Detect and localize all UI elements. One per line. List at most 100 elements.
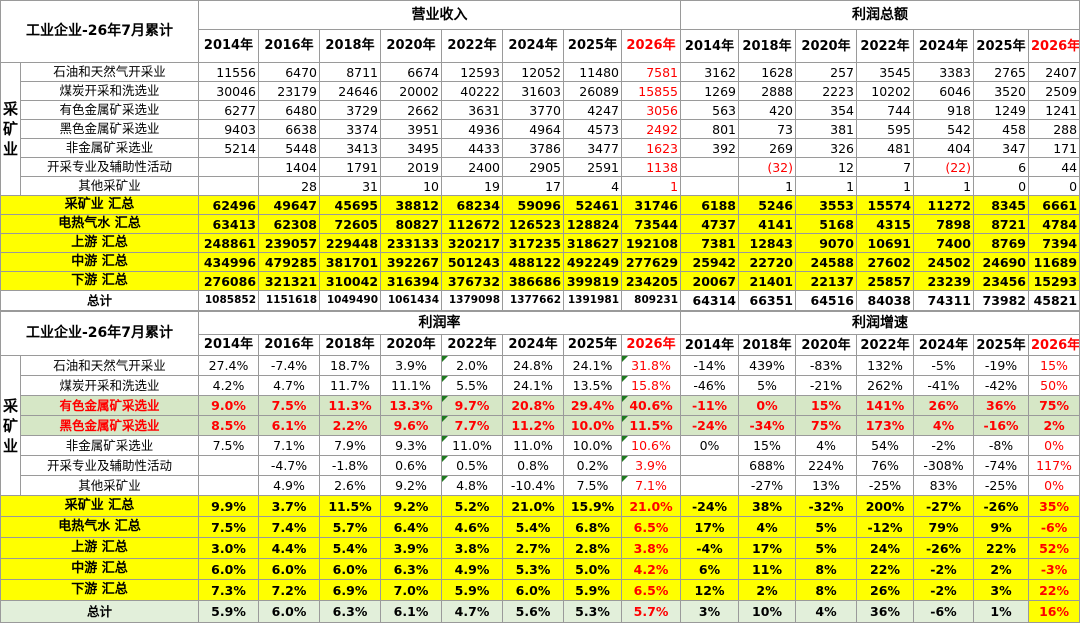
rev-cell: 1404 — [258, 157, 321, 177]
rev-cell: 2019 — [380, 157, 443, 177]
rev-summary-cell: 112672 — [441, 214, 504, 234]
profit-cell: 0 — [973, 176, 1030, 196]
growth-cell: -8% — [973, 435, 1030, 456]
growth-summary-cell: 8% — [795, 558, 858, 580]
rev-summary-cell: 68234 — [441, 195, 504, 215]
margin-summary-cell: 7.2% — [258, 579, 321, 601]
rev-summary-cell: 376732 — [441, 271, 504, 291]
sector-side-label: 采矿业 — [0, 62, 21, 196]
profit-summary-cell: 7400 — [913, 233, 975, 253]
rev-summary-cell: 320217 — [441, 233, 504, 253]
growth-summary-cell: 8% — [795, 579, 858, 601]
profit-cell: 1 — [795, 176, 858, 196]
rev-summary-cell: 192108 — [621, 233, 682, 253]
rev-total-cell: 1061434 — [380, 290, 443, 311]
growth-cell: -27% — [738, 475, 797, 496]
profit-summary-cell: 24690 — [973, 252, 1030, 272]
margin-cell: 11.0% — [441, 435, 504, 456]
growth-cell: -24% — [680, 415, 740, 436]
rev-summary-cell: 52461 — [563, 195, 623, 215]
growth-summary-cell: 17% — [680, 516, 740, 538]
profit-cell: 6 — [973, 157, 1030, 177]
row-label: 黑色金属矿采选业 — [19, 119, 200, 139]
rev-cell: 6674 — [380, 62, 443, 82]
growth-cell: 0% — [1028, 435, 1080, 456]
growth-cell: -25% — [856, 475, 915, 496]
growth-cell: 75% — [1028, 395, 1080, 416]
rev-cell: 4433 — [441, 138, 504, 158]
rev-cell: 4 — [563, 176, 623, 196]
row-label: 非金属矿采选业 — [19, 138, 200, 158]
profit-year-header: 2024年 — [913, 29, 975, 63]
rev-summary-cell: 49647 — [258, 195, 321, 215]
profit-cell: 2888 — [738, 81, 797, 101]
total-label: 总计 — [0, 600, 200, 623]
profit-cell: 801 — [680, 119, 740, 139]
growth-summary-cell: 200% — [856, 495, 915, 517]
margin-cell: -4.7% — [258, 455, 321, 476]
rev-total-cell: 1377662 — [502, 290, 565, 311]
rev-summary-cell: 381701 — [319, 252, 382, 272]
margin-summary-cell: 4.2% — [621, 558, 682, 580]
rev-cell: 3056 — [621, 100, 682, 120]
summary-row: 采矿业 汇总 62496 49647 45695 38812 68234 59096 5246… — [0, 195, 1080, 215]
rev-summary-cell: 239057 — [258, 233, 321, 253]
margin-summary-cell: 6.5% — [621, 579, 682, 601]
margin-cell: 15.8% — [621, 375, 682, 396]
summary-label: 电热气水 汇总 — [0, 516, 200, 538]
margin-cell: 0.5% — [441, 455, 504, 476]
growth-cell: 83% — [913, 475, 975, 496]
margin-summary-cell: 7.5% — [198, 516, 260, 538]
rev-cell: 5214 — [198, 138, 260, 158]
profit-summary-cell: 4784 — [1028, 214, 1080, 234]
profit-total-cell: 74311 — [913, 290, 975, 311]
growth-summary-cell: 2% — [973, 558, 1030, 580]
margin-total-cell: 5.6% — [502, 600, 565, 623]
growth-total-cell: 16% — [1028, 600, 1080, 623]
margin-summary-cell: 4.9% — [441, 558, 504, 580]
table-title: 工业企业-26年7月累计 — [0, 0, 200, 63]
margin-cell: 27.4% — [198, 355, 260, 376]
rev-cell: 5448 — [258, 138, 321, 158]
profit-summary-cell: 6188 — [680, 195, 740, 215]
margin-year-header: 2020年 — [380, 334, 443, 356]
profit-summary-cell: 20067 — [680, 271, 740, 291]
rev-cell: 3374 — [319, 119, 382, 139]
growth-cell: 15% — [738, 435, 797, 456]
margin-cell: 4.2% — [198, 375, 260, 396]
margin-cell: 40.6% — [621, 395, 682, 416]
margin-summary-cell: 6.0% — [258, 558, 321, 580]
growth-summary-cell: -12% — [856, 516, 915, 538]
margin-year-header: 2025年 — [563, 334, 623, 356]
growth-summary-cell: 22% — [856, 558, 915, 580]
profit-cell: 73 — [738, 119, 797, 139]
growth-total-cell: 10% — [738, 600, 797, 623]
rev-cell: 6480 — [258, 100, 321, 120]
profit-cell: 171 — [1028, 138, 1080, 158]
profit-cell: 420 — [738, 100, 797, 120]
profit-cell: 1249 — [973, 100, 1030, 120]
growth-cell: 0% — [680, 435, 740, 456]
growth-cell: -83% — [795, 355, 858, 376]
profit-year-header: 2026年 — [1028, 29, 1080, 63]
profit-cell: 326 — [795, 138, 858, 158]
margin-total-cell: 6.0% — [258, 600, 321, 623]
rev-cell: 23179 — [258, 81, 321, 101]
rev-cell: 6277 — [198, 100, 260, 120]
group-header-rev: 营业收入 — [198, 0, 682, 30]
margin-cell: 11.3% — [319, 395, 382, 416]
profit-cell: 918 — [913, 100, 975, 120]
profit-cell: 1241 — [1028, 100, 1080, 120]
margin-total-cell: 6.3% — [319, 600, 382, 623]
growth-year-header: 2014年 — [680, 334, 740, 356]
profit-summary-cell: 7381 — [680, 233, 740, 253]
profit-cell: 1 — [856, 176, 915, 196]
rev-cell: 3951 — [380, 119, 443, 139]
growth-cell: -11% — [680, 395, 740, 416]
total-row: 总计 1085852 1151618 1049490 1061434 1379098 137… — [0, 290, 1080, 311]
growth-year-header: 2025年 — [973, 334, 1030, 356]
growth-summary-cell: -6% — [1028, 516, 1080, 538]
profit-cell: 3162 — [680, 62, 740, 82]
rev-cell: 6638 — [258, 119, 321, 139]
growth-summary-cell: 52% — [1028, 537, 1080, 559]
